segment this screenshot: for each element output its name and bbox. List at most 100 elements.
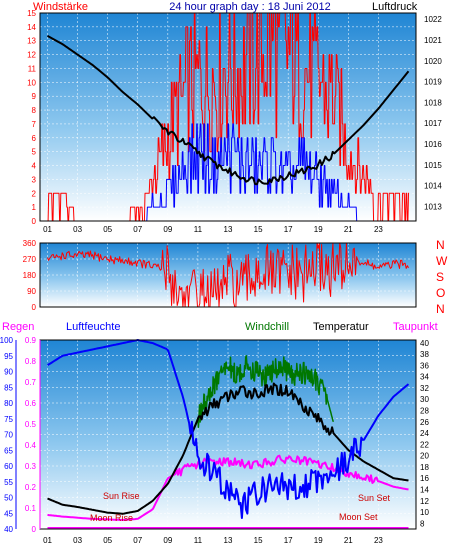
compass-w: W xyxy=(436,254,448,268)
wind-strength-tick: 3 xyxy=(32,175,37,184)
panel2-series xyxy=(47,242,409,308)
humidity-tick: 40 xyxy=(4,525,13,534)
pressure-tick: 1017 xyxy=(424,119,442,128)
hour-tick: 19 xyxy=(314,225,323,234)
temperature-tick: 30 xyxy=(420,395,429,404)
wind-strength-tick: 15 xyxy=(27,9,36,18)
hour-tick: 05 xyxy=(103,225,112,234)
sun-rise-label: Sun Rise xyxy=(103,491,140,501)
humidity-label: Luftfeuchte xyxy=(66,321,120,333)
temperature-tick: 8 xyxy=(420,519,425,528)
temperature-tick: 38 xyxy=(420,350,429,359)
humidity-tick: 45 xyxy=(4,509,13,518)
humidity-tick: 70 xyxy=(4,431,13,440)
humidity-tick: 90 xyxy=(4,368,13,377)
rain-tick: 0.9 xyxy=(25,336,37,345)
hour-tick: 11 xyxy=(194,225,203,234)
humidity-tick: 55 xyxy=(4,478,13,487)
humidity-tick: 100 xyxy=(0,336,14,345)
pressure-tick: 1021 xyxy=(424,36,442,45)
windchill-line xyxy=(191,355,335,434)
wind-strength-tick: 8 xyxy=(32,106,37,115)
temperature-tick: 12 xyxy=(420,497,429,506)
rain-tick: 0.7 xyxy=(25,378,37,387)
dewpoint-line xyxy=(47,454,409,521)
hour-tick: 05 xyxy=(103,536,112,545)
rain-tick: 0 xyxy=(32,525,37,534)
humidity-axis: 40 45 50 55 60 65 70 75 80 85 90 95 100 xyxy=(0,336,17,534)
humidity-tick: 95 xyxy=(4,352,13,361)
dewpoint-label: Taupunkt xyxy=(393,321,438,333)
pressure-tick: 1013 xyxy=(424,202,442,211)
direction-tick: 270 xyxy=(23,255,37,264)
humidity-temperature-panel: 40 45 50 55 60 65 70 75 80 85 90 95 100 0 0.1 0.2 0.3 0.… xyxy=(0,321,438,545)
hour-tick: 15 xyxy=(254,225,263,234)
humidity-tick: 60 xyxy=(4,462,13,471)
hour-tick: 13 xyxy=(224,536,233,545)
pressure-tick: 1018 xyxy=(424,98,442,107)
temperature-tick: 10 xyxy=(420,508,429,517)
wind-strength-tick: 11 xyxy=(28,64,37,73)
temperature-tick: 20 xyxy=(420,452,429,461)
humidity-tick: 80 xyxy=(4,399,13,408)
hour-tick: 03 xyxy=(73,536,82,545)
hour-tick: 07 xyxy=(133,225,142,234)
moon-set-label: Moon Set xyxy=(339,512,378,522)
hour-tick: 07 xyxy=(133,536,142,545)
rain-tick: 0.6 xyxy=(25,399,37,408)
hour-tick: 21 xyxy=(344,225,353,234)
pressure-tick: 1014 xyxy=(424,182,442,191)
wind-strength-tick: 6 xyxy=(32,134,37,143)
direction-tick: 180 xyxy=(23,271,37,280)
wind-strength-tick: 2 xyxy=(32,189,37,198)
wind-strength-tick: 5 xyxy=(32,148,37,157)
rain-tick: 0.8 xyxy=(25,357,37,366)
hour-tick: 15 xyxy=(254,536,263,545)
temperature-tick: 24 xyxy=(420,429,429,438)
hour-tick: 17 xyxy=(284,536,293,545)
temperature-tick: 22 xyxy=(420,440,429,449)
moon-rise-label: Moon Rise xyxy=(90,513,133,523)
wind-strength-tick: 12 xyxy=(27,51,36,60)
wind-strength-tick: 1 xyxy=(32,203,37,212)
temperature-tick: 32 xyxy=(420,384,429,393)
hour-tick: 01 xyxy=(43,225,52,234)
rain-label: Regen xyxy=(2,321,34,333)
temperature-tick: 26 xyxy=(420,418,429,427)
hour-tick: 09 xyxy=(163,225,172,234)
wind-direction-line xyxy=(47,242,409,308)
wind-strength-tick: 10 xyxy=(27,78,36,87)
panel1-right-axis: 1013 1014 1015 1016 1017 1018 1019 1020 1021 1022 xyxy=(424,15,442,211)
hour-tick: 19 xyxy=(314,536,323,545)
rain-tick: 0.4 xyxy=(25,441,37,450)
rain-axis: 0 0.1 0.2 0.3 0.4 0.5 0.6 0.7 0.8 0.9 xyxy=(25,336,41,534)
compass-s: S xyxy=(436,270,444,284)
compass-n-top: N xyxy=(436,238,445,252)
compass-o: O xyxy=(436,286,445,300)
humidity-tick: 65 xyxy=(4,446,13,455)
hour-tick: 01 xyxy=(43,536,52,545)
temperature-tick: 40 xyxy=(420,339,429,348)
wind-strength-label: Windstärke xyxy=(33,1,88,13)
direction-tick: 0 xyxy=(32,303,37,312)
pressure-tick: 1022 xyxy=(424,15,442,24)
temperature-tick: 16 xyxy=(420,474,429,483)
temperature-tick: 28 xyxy=(420,407,429,416)
wind-direction-panel: 0 90 180 270 360 N W S O N xyxy=(23,238,448,316)
temperature-tick: 14 xyxy=(420,486,429,495)
pressure-tick: 1019 xyxy=(424,78,442,87)
hour-tick: 23 xyxy=(374,536,383,545)
direction-tick: 90 xyxy=(27,287,36,296)
direction-tick: 360 xyxy=(23,239,37,248)
hour-tick: 11 xyxy=(194,536,203,545)
panel2-left-axis: 0 90 180 270 360 xyxy=(23,239,37,312)
temperature-line xyxy=(47,382,409,515)
hour-tick: 21 xyxy=(344,536,353,545)
panel3-series xyxy=(46,339,410,529)
panel3-x-axis: 01 03 05 07 09 11 13 15 17 19 21 23 xyxy=(43,536,383,545)
hour-tick: 03 xyxy=(73,225,82,234)
